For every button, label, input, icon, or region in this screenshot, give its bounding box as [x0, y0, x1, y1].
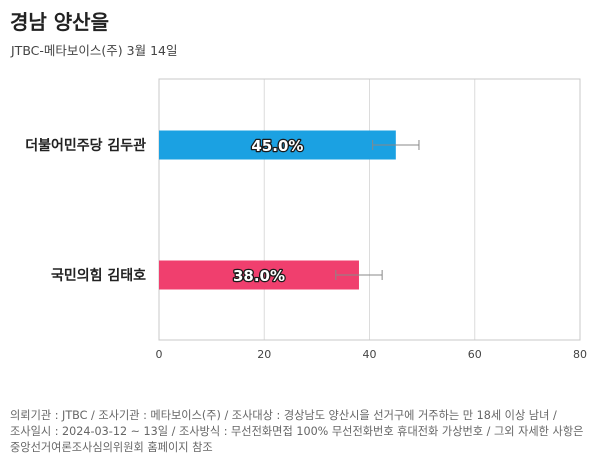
plot-area-border: [158, 78, 581, 341]
x-tick-label-4: 80: [573, 348, 587, 361]
bar-value-label-1: 38.0%: [233, 267, 285, 285]
page-title: 경남 양산을: [10, 10, 109, 34]
x-tick-label-2: 40: [363, 348, 377, 361]
bar-1: [159, 260, 359, 290]
footnote-line-1: 의뢰기관 : JTBC / 조사기관 : 메타보이스(주) / 조사대상 : 경…: [10, 409, 557, 422]
bar-value-label-0: 45.0%: [251, 137, 303, 155]
x-tick-label-0: 0: [156, 348, 163, 361]
category-label-0: 더불어민주당 김두관: [25, 137, 146, 154]
category-label-1: 국민의힘 김태호: [51, 267, 146, 284]
poll-source-subtitle: JTBC-메타보이스(주) 3월 14일: [11, 43, 178, 58]
footnote-line-2: 조사일시 : 2024-03-12 ~ 13일 / 조사방식 : 무선전화면접 …: [10, 425, 584, 438]
poll-bar-chart: 0 20 40 60 80 45.0% 더불어민주당 김두관 38.0% 국민의힘 김태호: [25, 78, 587, 361]
bar-0: [159, 130, 396, 160]
footnote-line-3: 중앙선거여론조사심의위원회 홈페이지 참조: [10, 441, 213, 454]
survey-footnote: 의뢰기관 : JTBC / 조사기관 : 메타보이스(주) / 조사대상 : 경…: [10, 408, 595, 456]
x-tick-label-3: 60: [468, 348, 482, 361]
x-tick-label-1: 20: [257, 348, 271, 361]
